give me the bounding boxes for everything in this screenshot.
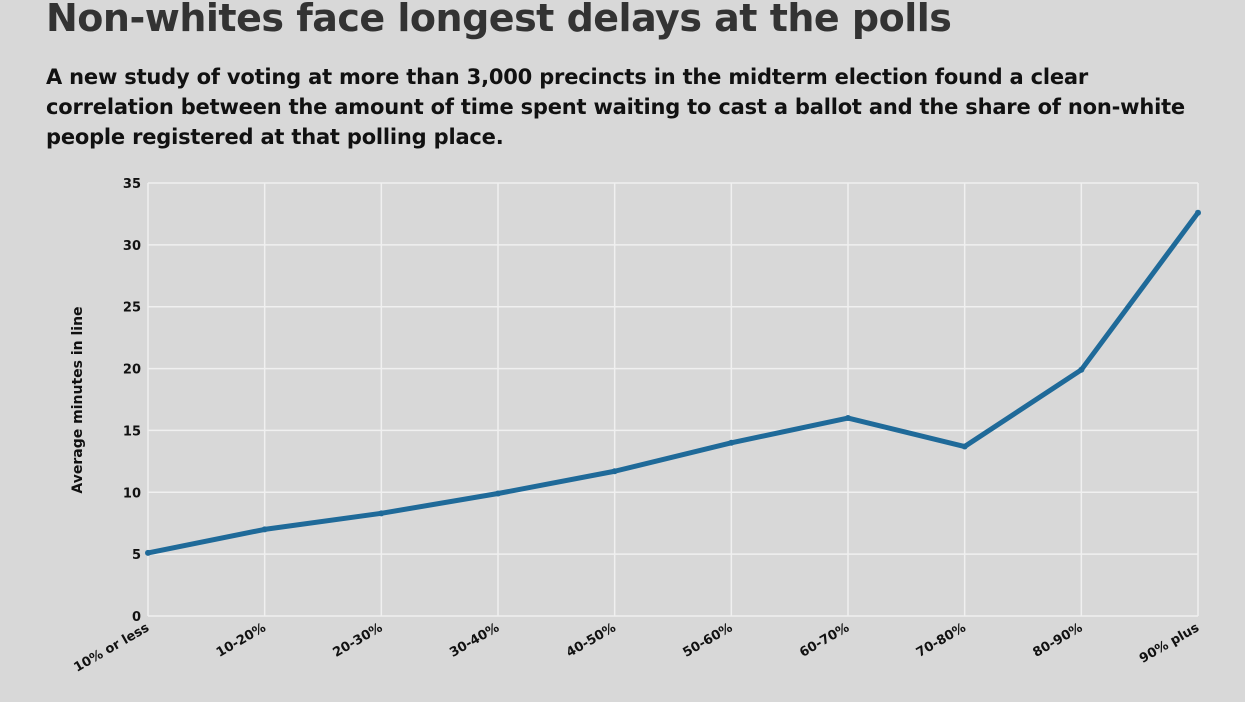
- chart-title: Non-whites face longest delays at the po…: [46, 0, 952, 40]
- y-tick-label: 5: [132, 548, 141, 563]
- series: [145, 209, 1201, 556]
- data-point: [961, 443, 968, 450]
- y-tick-label: 35: [123, 177, 141, 192]
- y-tick-labels: 0 5 10 15 20 25 30 35: [123, 177, 141, 625]
- x-tick-label: 50-60%: [681, 620, 736, 660]
- grid: [147, 182, 1199, 617]
- data-point: [378, 510, 385, 517]
- x-tick-label: 30-40%: [447, 620, 502, 660]
- y-axis-label: Average minutes in line: [70, 306, 86, 493]
- x-tick-label: 40-50%: [564, 620, 619, 660]
- y-tick-label: 25: [123, 301, 141, 316]
- data-point: [1078, 366, 1085, 373]
- data-point: [611, 468, 618, 475]
- y-tick-label: 10: [123, 486, 141, 501]
- y-tick-label: 0: [132, 610, 141, 625]
- x-tick-labels: 10% or less 10-20% 20-30% 30-40% 40-50% 50-60…: [72, 620, 1203, 675]
- x-tick-label: 20-30%: [331, 620, 386, 660]
- y-tick-label: 20: [123, 363, 141, 378]
- x-tick-label: 10-20%: [214, 620, 269, 660]
- x-tick-label: 10% or less: [72, 620, 153, 675]
- x-tick-label: 70-80%: [914, 620, 969, 660]
- x-tick-label: 60-70%: [797, 620, 852, 660]
- x-tick-label: 80-90%: [1031, 620, 1086, 660]
- series-line: [145, 210, 1201, 556]
- data-point: [261, 526, 268, 533]
- data-point: [728, 439, 735, 446]
- data-point: [145, 549, 151, 556]
- x-tick-label: 90% plus: [1137, 620, 1202, 666]
- data-point: [845, 415, 851, 422]
- y-tick-label: 30: [123, 239, 141, 254]
- y-tick-label: 15: [123, 424, 141, 439]
- chart-subtitle: A new study of voting at more than 3,000…: [46, 65, 1185, 149]
- data-point: [495, 490, 501, 497]
- data-point: [1195, 209, 1201, 216]
